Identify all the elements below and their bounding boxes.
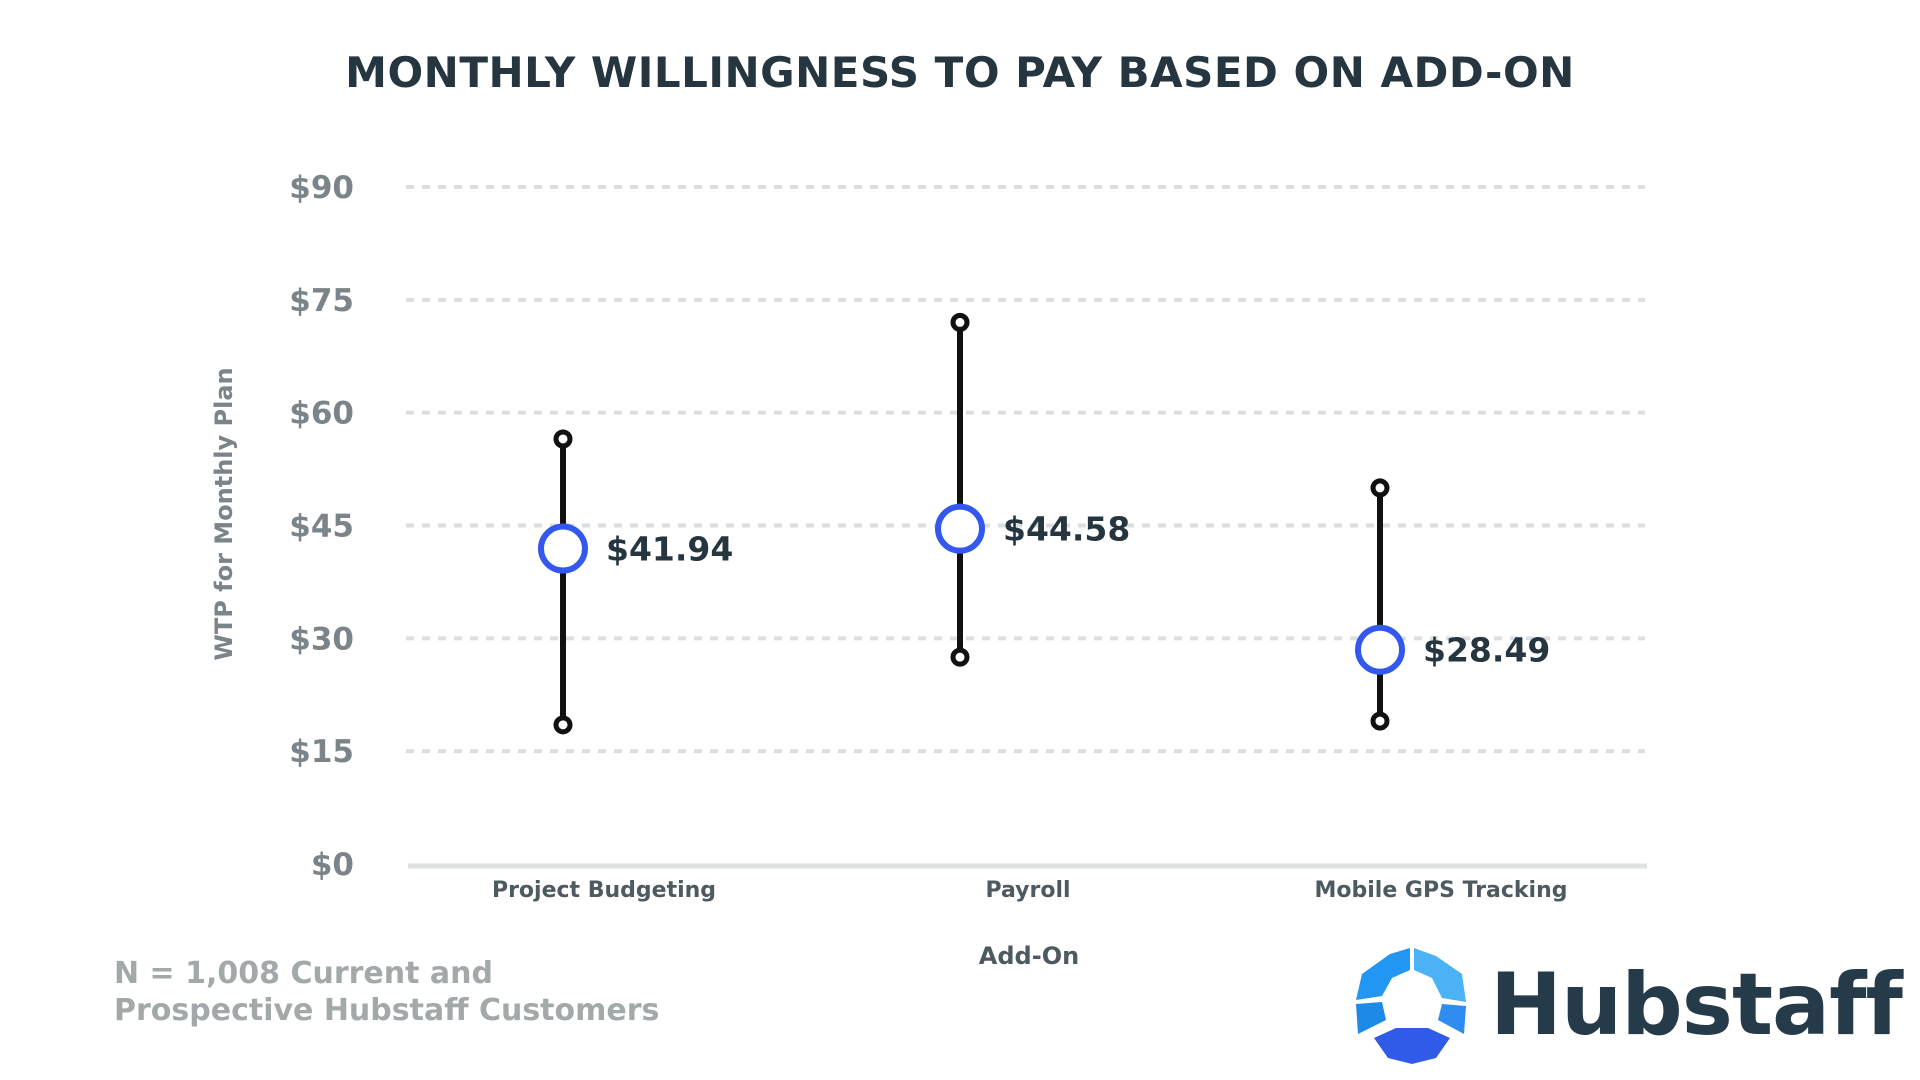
mean-data-label: $28.49 bbox=[1423, 631, 1550, 670]
x-axis-title: Add-On bbox=[979, 942, 1079, 970]
range-high-point bbox=[1370, 478, 1390, 498]
footnote-line-2: Prospective Hubstaff Customers bbox=[114, 993, 660, 1028]
footnote-line-1: N = 1,008 Current and bbox=[114, 956, 493, 991]
mean-marker bbox=[1355, 624, 1405, 675]
x-tick-label: Payroll bbox=[985, 878, 1070, 903]
mean-marker bbox=[538, 523, 588, 574]
y-tick-label: $90 bbox=[289, 170, 354, 206]
x-tick-label: Mobile GPS Tracking bbox=[1314, 878, 1567, 903]
x-tick-label: Project Budgeting bbox=[492, 878, 716, 903]
y-tick-label: $15 bbox=[289, 734, 354, 770]
mean-marker bbox=[935, 503, 985, 554]
mean-data-label: $41.94 bbox=[606, 530, 733, 569]
chart-title: MONTHLY WILLINGNESS TO PAY BASED ON ADD-… bbox=[345, 48, 1575, 97]
mean-data-label: $44.58 bbox=[1003, 510, 1130, 549]
range-high-point bbox=[950, 312, 970, 332]
y-tick-label: $45 bbox=[289, 509, 354, 545]
y-tick-label: $75 bbox=[289, 283, 354, 319]
range-low-point bbox=[1370, 711, 1390, 731]
y-tick-label: $0 bbox=[311, 847, 354, 883]
range-high-point bbox=[553, 429, 573, 449]
range-low-point bbox=[553, 715, 573, 735]
hubstaff-logo-icon bbox=[1356, 948, 1466, 1064]
y-tick-label: $30 bbox=[289, 621, 354, 657]
y-axis-title: WTP for Monthly Plan bbox=[210, 367, 238, 660]
brand-name: Hubstaff bbox=[1490, 955, 1903, 1055]
range-low-point bbox=[950, 647, 970, 667]
y-tick-label: $60 bbox=[289, 396, 354, 432]
